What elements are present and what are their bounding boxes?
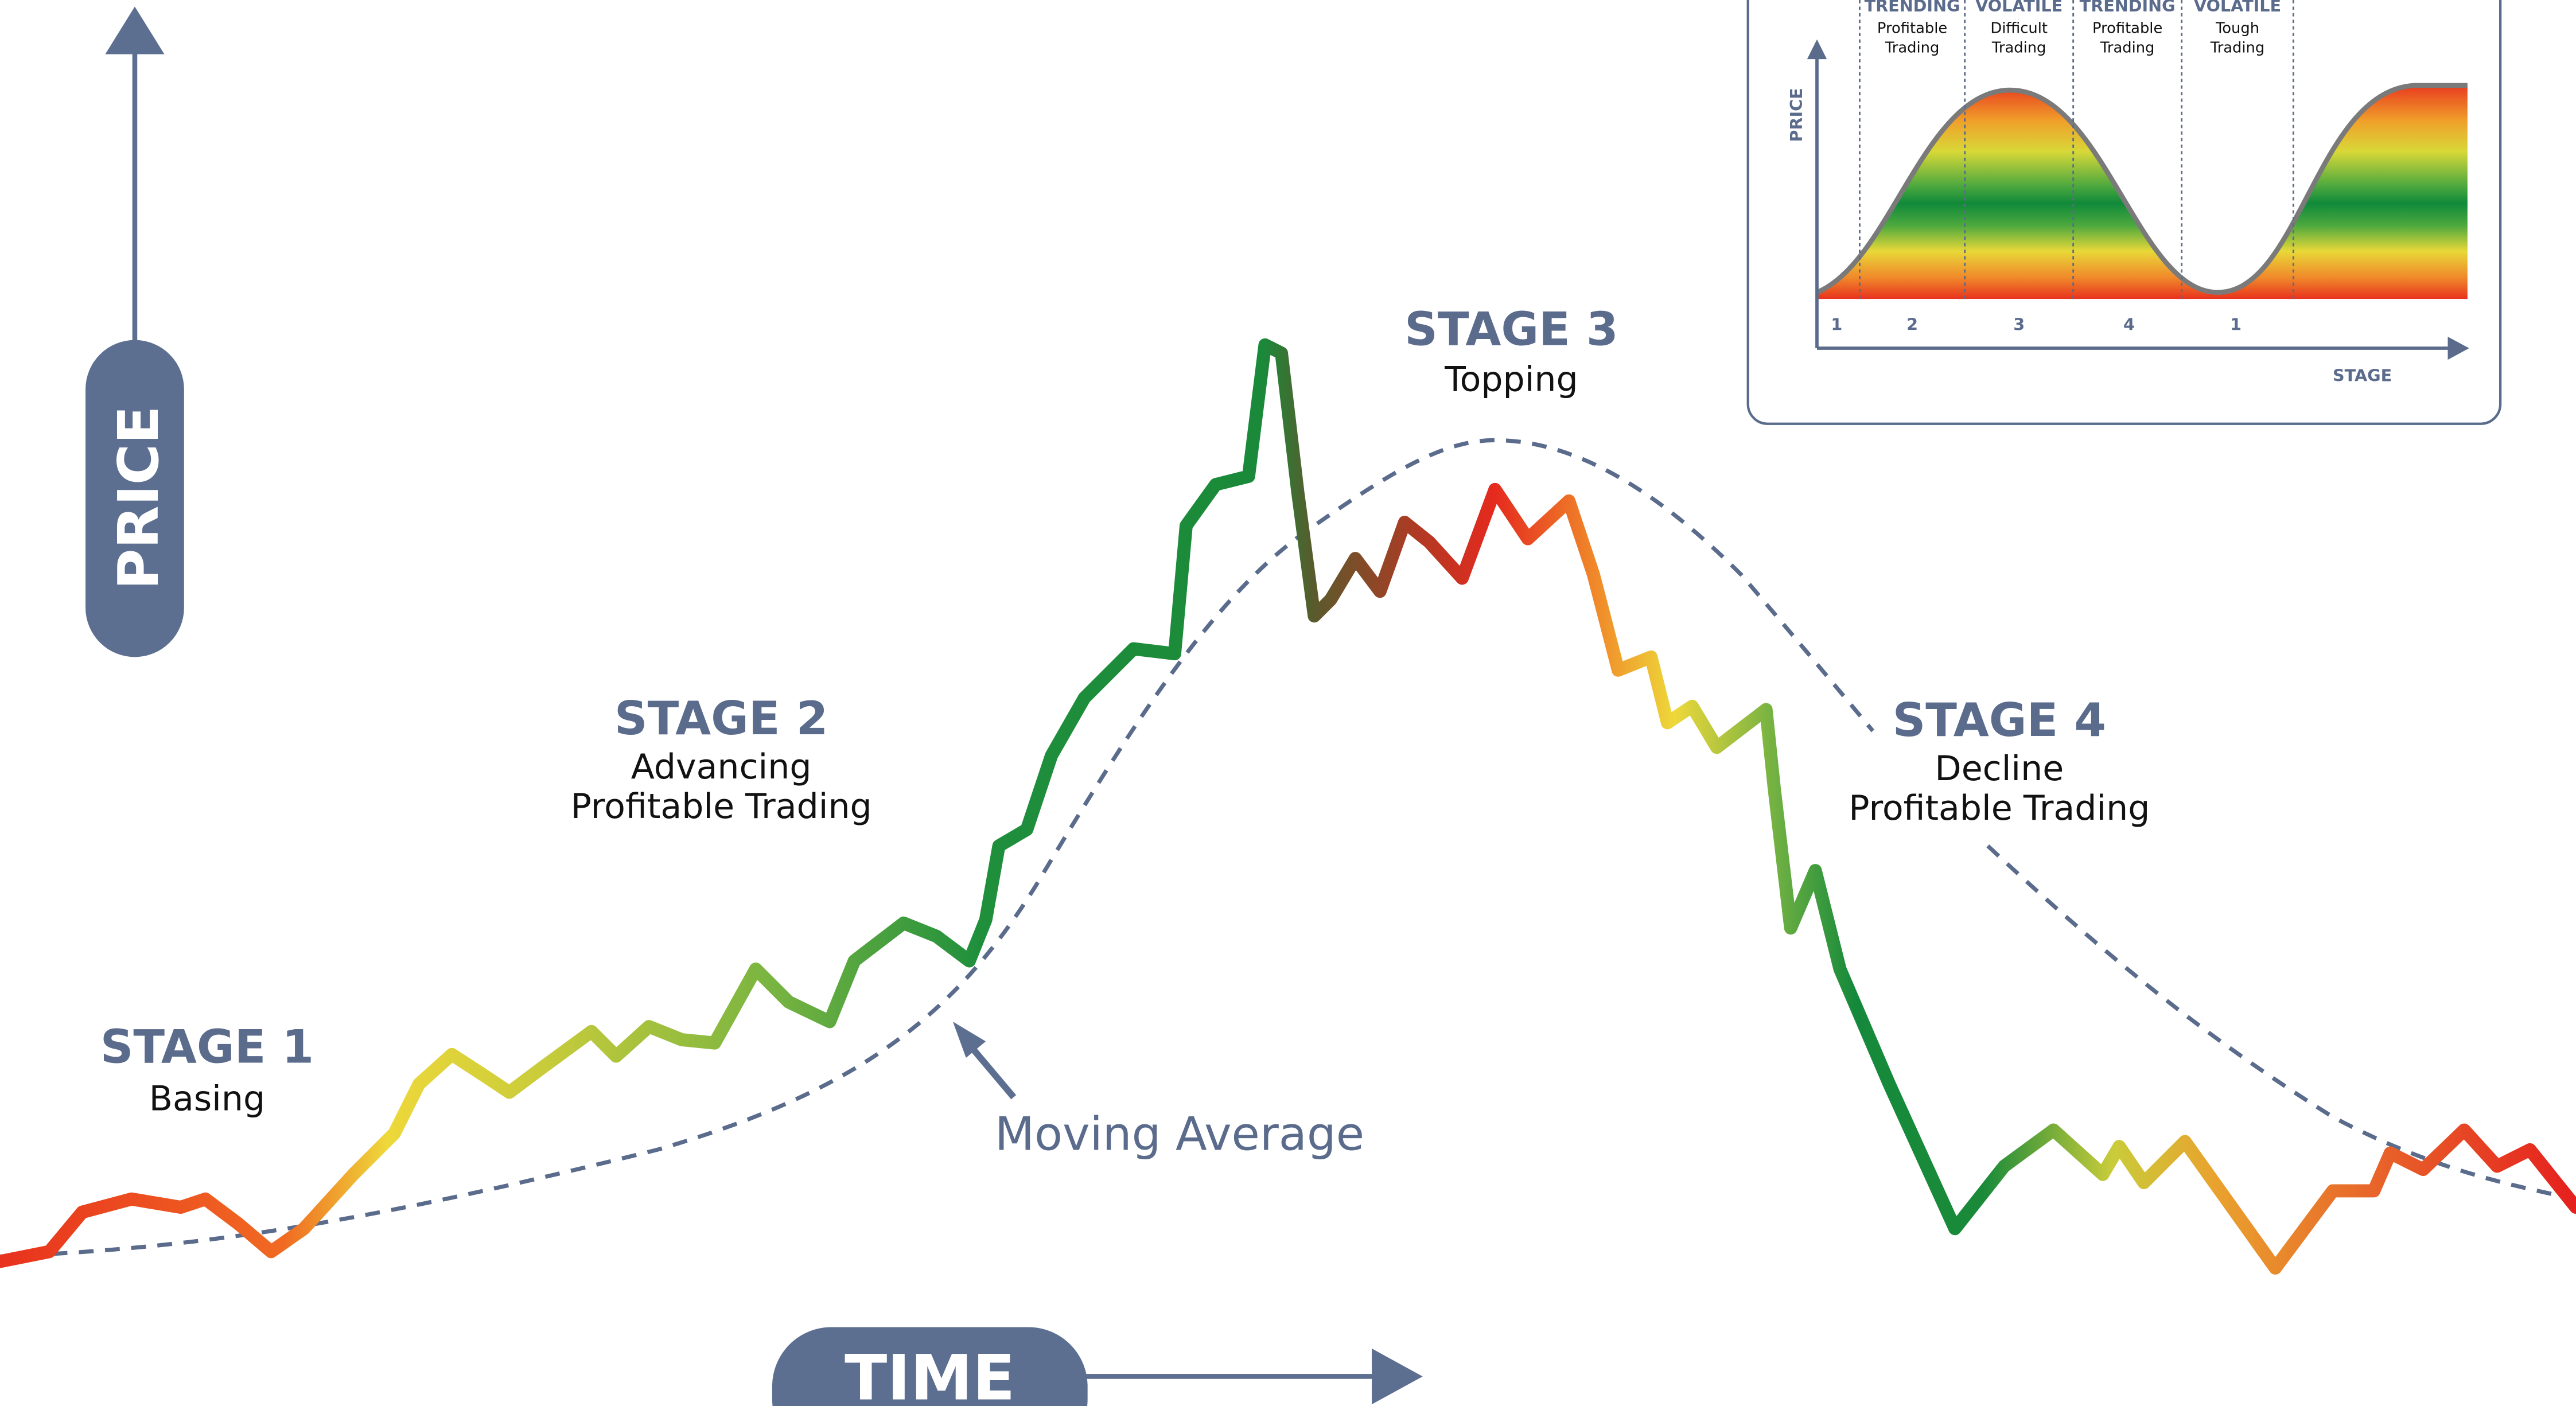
- inset-x-arrow: [2447, 336, 2469, 360]
- inset-area: [1816, 85, 2468, 299]
- price-line: [0, 338, 2576, 1275]
- stage-title: STAGE 4: [1893, 694, 2106, 747]
- stage-text: Advancing: [631, 747, 812, 787]
- time-arrow-head: [1372, 1348, 1423, 1405]
- inset-phase-name: VOLATILE: [2194, 0, 2281, 15]
- inset-phase-text: Trading: [1991, 40, 2046, 57]
- stage-title: STAGE 1: [100, 1021, 314, 1074]
- inset-y-arrow: [1807, 39, 1827, 60]
- ma-label: Moving Average: [995, 1107, 1364, 1160]
- inset-phase-text: Trading: [1885, 40, 1939, 57]
- inset-phase-text: Difficult: [1990, 20, 2048, 37]
- stage-text: Topping: [1444, 359, 1578, 399]
- inset-stage-number: 1: [1831, 315, 1842, 334]
- time-pill: [772, 1327, 1088, 1406]
- inset: PRICE STAGE 1 2 3 4 1 TRENDING Profitabl…: [1746, 0, 2502, 425]
- stage-title: STAGE 2: [614, 692, 828, 745]
- stage-text: Profitable Trading: [571, 786, 872, 827]
- inset-curve: [1816, 83, 2468, 295]
- price-pill: [85, 340, 184, 657]
- stage-text: Profitable Trading: [1849, 788, 2150, 828]
- stage-title: STAGE 3: [1404, 302, 1618, 356]
- inset-phase-name: TRENDING: [1865, 0, 1960, 15]
- moving-average-line: [0, 438, 1875, 1259]
- inset-phase-text: Tough: [2215, 20, 2259, 37]
- inset-x-label: STAGE: [2333, 365, 2392, 385]
- inset-phase-name: VOLATILE: [1975, 0, 2063, 15]
- ma-pointer-head: [952, 1021, 986, 1058]
- inset-phase-text: Trading: [2210, 40, 2264, 57]
- inset-phase-text: Profitable: [2092, 20, 2162, 37]
- inset-y-label: PRICE: [1787, 88, 1806, 142]
- inset-stage-number: 2: [1906, 315, 1918, 334]
- inset-phase-name: TRENDING: [2080, 0, 2176, 15]
- inset-stage-number: 1: [2230, 315, 2242, 334]
- stage-text: Basing: [149, 1079, 265, 1119]
- price-arrow-head: [105, 6, 165, 54]
- moving-average-line: [1986, 844, 2576, 1201]
- ma-pointer: [967, 1042, 1017, 1100]
- inset-stage-number: 4: [2123, 315, 2135, 334]
- stage-text: Decline: [1935, 749, 2064, 789]
- inset-phase-text: Profitable: [1877, 20, 1947, 37]
- time-label: TIME: [845, 1342, 1015, 1406]
- inset-stage-number: 3: [2013, 315, 2025, 334]
- price-label: PRICE: [106, 406, 171, 589]
- inset-phase-text: Trading: [2100, 40, 2154, 57]
